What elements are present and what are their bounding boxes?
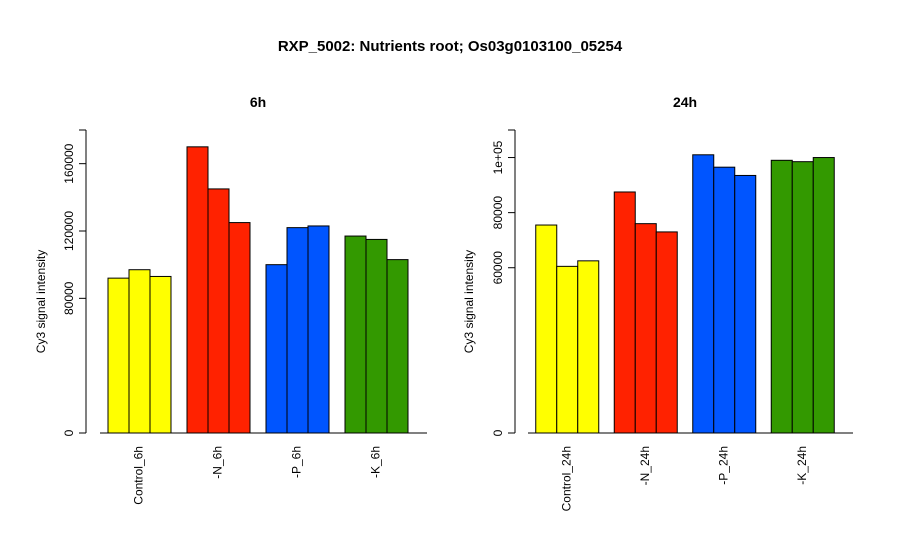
y-tick-label: 1e+05 xyxy=(491,140,505,174)
y-tick-label: 80000 xyxy=(62,281,76,315)
bar xyxy=(812,157,835,434)
bar xyxy=(286,227,309,434)
bar xyxy=(655,231,678,434)
bar xyxy=(770,159,793,434)
bar xyxy=(535,224,558,434)
y-axis-label: Cy3 signal intensity xyxy=(34,250,48,353)
bar xyxy=(692,154,715,434)
bar xyxy=(186,146,209,434)
bar xyxy=(713,166,736,434)
category-label: -K_6h xyxy=(369,446,383,478)
category-label: -P_24h xyxy=(716,446,730,485)
y-tick-label: 60000 xyxy=(491,251,505,285)
bar xyxy=(634,223,657,434)
category-label: -K_24h xyxy=(795,446,809,485)
main-title: RXP_5002: Nutrients root; Os03g0103100_0… xyxy=(277,38,623,55)
bar xyxy=(207,188,230,434)
bar xyxy=(149,275,172,434)
y-tick-label: 0 xyxy=(62,429,76,436)
bar xyxy=(107,277,130,434)
y-tick-label: 0 xyxy=(491,429,505,436)
category-label: Control_24h xyxy=(559,446,573,511)
y-tick-label: 160000 xyxy=(62,143,76,183)
bar xyxy=(791,161,814,434)
bar xyxy=(344,235,367,434)
bar xyxy=(128,269,151,434)
y-tick-label: 80000 xyxy=(491,196,505,230)
bar xyxy=(386,259,409,434)
bar xyxy=(577,260,600,434)
category-label: -N_24h xyxy=(638,446,652,485)
y-axis-label: Cy3 signal intensity xyxy=(462,250,476,353)
bar xyxy=(556,265,579,434)
bar xyxy=(307,225,330,434)
panel-title: 6h xyxy=(250,94,266,110)
category-label: -P_6h xyxy=(290,446,304,478)
category-label: -N_6h xyxy=(211,446,225,479)
bar xyxy=(265,264,288,434)
y-tick-label: 120000 xyxy=(62,211,76,251)
panel-title: 24h xyxy=(673,94,697,110)
bar xyxy=(228,222,251,434)
category-label: Control_6h xyxy=(132,446,146,505)
bar xyxy=(365,238,388,434)
bar xyxy=(734,174,757,434)
bar xyxy=(613,191,636,434)
